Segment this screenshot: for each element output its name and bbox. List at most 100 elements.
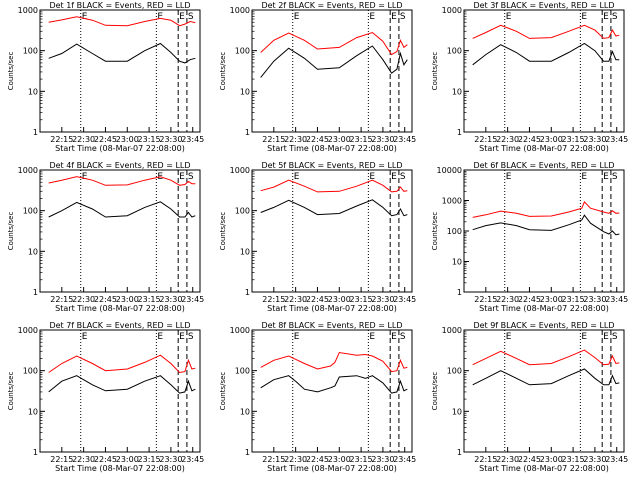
events-series-line — [472, 42, 620, 66]
x-tick-label: 23:30 — [583, 295, 606, 304]
y-tick-label: 100 — [447, 367, 462, 376]
x-tick-label: 23:15 — [562, 455, 585, 464]
y-tick-label: 100 — [23, 207, 38, 216]
x-tick-label: 23:15 — [350, 135, 373, 144]
x-tick-label: 23:30 — [159, 295, 182, 304]
x-tick-label: 23:00 — [116, 455, 139, 464]
events-series-line — [472, 368, 620, 386]
x-tick-label: 22:30 — [496, 455, 519, 464]
y-axis-label: Counts/sec — [431, 372, 439, 411]
x-tick-label: 23:15 — [350, 455, 373, 464]
x-tick-label: 22:15 — [262, 455, 285, 464]
y-axis-label: Counts/sec — [219, 212, 227, 251]
x-tick-label: 23:15 — [138, 135, 161, 144]
lld-series-line — [472, 349, 620, 366]
event-marker-label: S — [188, 332, 194, 342]
lld-series-line — [472, 201, 620, 218]
events-series-line — [472, 214, 620, 236]
event-marker-label: E — [391, 332, 397, 342]
event-marker-label: E — [391, 172, 397, 182]
x-axis-label: Start Time (08-Mar-07 22:08:00) — [267, 464, 397, 473]
x-tick-label: 23:30 — [371, 455, 394, 464]
panel-title: Det 8f BLACK = Events, RED = LLD — [261, 321, 402, 330]
x-axis-label: Start Time (08-Mar-07 22:08:00) — [55, 464, 185, 473]
lld-series-line — [48, 354, 196, 374]
event-marker-label: E — [179, 12, 185, 22]
y-tick-label: 1 — [245, 448, 250, 457]
y-tick-label: 1000 — [442, 197, 462, 206]
lld-series-line — [260, 351, 408, 373]
y-tick-label: 10 — [452, 87, 462, 96]
x-tick-label: 22:45 — [518, 135, 541, 144]
x-tick-label: 23:45 — [393, 455, 416, 464]
panel-title: Det 6f BLACK = Events, RED = LLD — [473, 161, 614, 170]
event-marker-label: E — [294, 172, 300, 182]
y-axis-label: Counts/sec — [7, 52, 15, 91]
y-tick-label: 1000 — [230, 166, 250, 175]
events-series-line — [48, 42, 196, 64]
x-tick-label: 22:30 — [496, 135, 519, 144]
panel-2: Det 2f BLACK = Events, RED = LLD 1 10 100 10… — [219, 1, 416, 153]
event-marker-label: E — [603, 332, 609, 342]
plot-frame — [251, 9, 413, 133]
y-tick-label: 10 — [240, 407, 250, 416]
event-marker-label: E — [157, 12, 163, 22]
x-tick-label: 23:00 — [328, 135, 351, 144]
y-tick-label: 100 — [235, 47, 250, 56]
y-tick-label: 10 — [28, 247, 38, 256]
y-tick-label: 100 — [235, 367, 250, 376]
y-tick-label: 10 — [240, 87, 250, 96]
x-tick-label: 23:30 — [159, 455, 182, 464]
x-tick-label: 22:45 — [94, 455, 117, 464]
x-tick-label: 22:45 — [518, 455, 541, 464]
panel-title: Det 3f BLACK = Events, RED = LLD — [473, 1, 614, 10]
lld-series-line — [48, 16, 196, 27]
x-axis-label: Start Time (08-Mar-07 22:08:00) — [267, 304, 397, 313]
x-tick-label: 23:00 — [540, 455, 563, 464]
x-tick-label: 22:30 — [284, 135, 307, 144]
x-tick-label: 23:30 — [583, 455, 606, 464]
x-tick-label: 23:45 — [181, 135, 204, 144]
x-tick-label: 23:15 — [562, 135, 585, 144]
x-tick-label: 22:30 — [72, 295, 95, 304]
x-axis-label: Start Time (08-Mar-07 22:08:00) — [479, 144, 609, 153]
panel-6: Det 6f BLACK = Events, RED = LLD 1 10 100 10… — [431, 161, 628, 313]
event-marker-label: S — [400, 332, 406, 342]
y-tick-label: 10 — [452, 407, 462, 416]
y-tick-label: 1 — [245, 128, 250, 137]
events-series-line — [48, 201, 196, 218]
events-series-line — [260, 199, 408, 217]
x-axis-label: Start Time (08-Mar-07 22:08:00) — [479, 464, 609, 473]
event-marker-label: E — [369, 172, 375, 182]
x-tick-label: 22:30 — [284, 295, 307, 304]
event-marker-label: S — [400, 12, 406, 22]
x-tick-label: 22:45 — [94, 135, 117, 144]
x-tick-label: 23:45 — [181, 295, 204, 304]
x-tick-label: 23:45 — [393, 295, 416, 304]
x-tick-label: 23:00 — [540, 295, 563, 304]
x-tick-label: 22:30 — [72, 135, 95, 144]
plot-frame — [251, 169, 413, 293]
event-marker-label: E — [294, 12, 300, 22]
panel-title: Det 9f BLACK = Events, RED = LLD — [473, 321, 614, 330]
y-tick-label: 100 — [23, 47, 38, 56]
events-series-line — [48, 375, 196, 394]
x-tick-label: 23:45 — [605, 455, 628, 464]
panel-title: Det 5f BLACK = Events, RED = LLD — [261, 161, 402, 170]
x-tick-label: 22:45 — [306, 295, 329, 304]
event-marker-label: E — [581, 332, 587, 342]
x-tick-label: 22:15 — [474, 135, 497, 144]
x-tick-label: 23:00 — [540, 135, 563, 144]
event-marker-label: E — [506, 12, 512, 22]
event-marker-label: E — [294, 332, 300, 342]
panel-4: Det 4f BLACK = Events, RED = LLD 1 10 100 10… — [7, 161, 204, 313]
event-marker-label: E — [82, 332, 88, 342]
x-tick-label: 22:15 — [474, 295, 497, 304]
plot-frame — [463, 169, 625, 293]
y-tick-label: 100 — [447, 227, 462, 236]
y-tick-label: 1 — [33, 288, 38, 297]
lld-series-line — [260, 31, 408, 56]
event-marker-label: S — [188, 12, 194, 22]
plot-frame — [39, 329, 201, 453]
event-marker-label: E — [603, 172, 609, 182]
